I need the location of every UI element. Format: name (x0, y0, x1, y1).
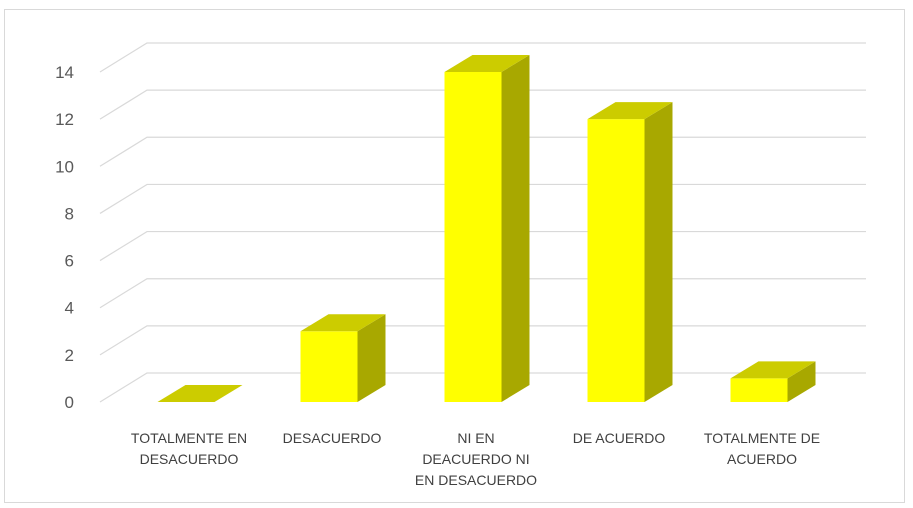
bar-front-4 (730, 378, 788, 402)
y-tick-label-4: 4 (65, 299, 74, 318)
category-label-1: DESACUERDO (283, 430, 382, 446)
y-tick-label-10: 10 (55, 157, 74, 176)
gridline-14 (99, 42, 866, 73)
category-label-line: DEACUERDO NI (422, 451, 529, 467)
category-label-4: TOTALMENTE DE ACUERDO (704, 430, 820, 467)
gridline-12 (99, 89, 866, 120)
bar-side-1 (357, 314, 386, 402)
bar-4 (730, 361, 816, 402)
y-tick-label-14: 14 (55, 63, 74, 82)
bar-1 (300, 314, 386, 402)
category-label-line: EN DESACUERDO (415, 472, 537, 488)
bar-top-4 (730, 361, 816, 379)
bar-top-0 (157, 385, 243, 402)
category-label-line: DESACUERDO (140, 451, 239, 467)
category-label-line: DE ACUERDO (573, 430, 666, 446)
category-label-3: DE ACUERDO (573, 430, 666, 446)
bar-top-3 (587, 102, 673, 120)
category-label-line: TOTALMENTE DE (704, 430, 820, 446)
bar-side-3 (644, 102, 673, 403)
bar-top-2 (444, 55, 530, 72)
y-tick-label-12: 12 (55, 110, 74, 129)
category-label-2: NI EN DEACUERDO NI EN DESACUERDO (415, 430, 537, 488)
bars (157, 55, 816, 403)
bar-side-4 (787, 361, 816, 402)
y-axis-tick-labels: 0 2 4 6 8 10 12 14 (55, 63, 74, 412)
category-label-line: DESACUERDO (283, 430, 382, 446)
bar-2 (444, 55, 530, 402)
bar-front-2 (444, 72, 502, 402)
bar-front-3 (587, 119, 645, 403)
y-tick-label-6: 6 (65, 252, 74, 271)
bar-side-2 (501, 55, 530, 402)
y-tick-label-8: 8 (65, 204, 74, 223)
bar-0 (157, 385, 243, 402)
y-tick-label-0: 0 (65, 393, 74, 412)
bar-3 (587, 102, 673, 403)
bar-top-1 (300, 314, 386, 332)
category-label-line: NI EN (457, 430, 494, 446)
category-label-0: TOTALMENTE EN DESACUERDO (131, 430, 247, 467)
x-axis-category-labels: TOTALMENTE EN DESACUERDO DESACUERDO NI EN DE… (131, 430, 820, 488)
bar-front-1 (300, 331, 358, 402)
y-tick-label-2: 2 (65, 346, 74, 365)
category-label-line: TOTALMENTE EN (131, 430, 247, 446)
category-label-line: ACUERDO (727, 451, 797, 467)
